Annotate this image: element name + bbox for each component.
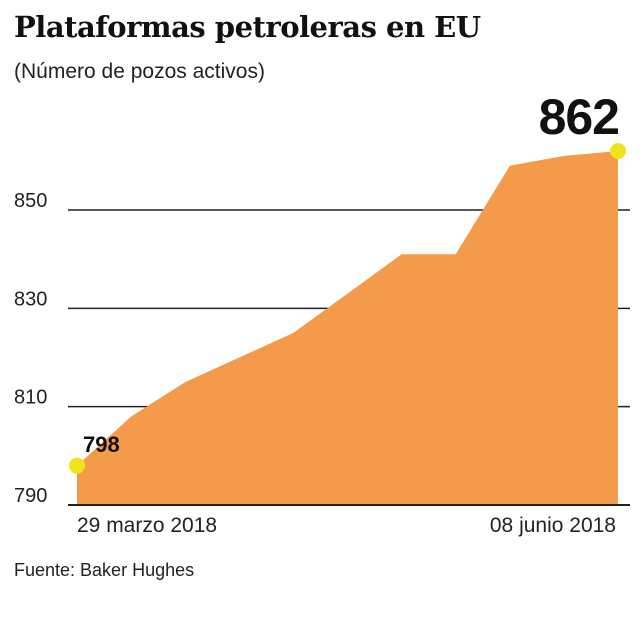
chart-subtitle: (Número de pozos activos)	[14, 60, 265, 83]
y-tick-label: 810	[14, 387, 47, 409]
source-note: Fuente: Baker Hughes	[14, 560, 195, 580]
start-value-label: 798	[83, 432, 120, 457]
area-series	[77, 151, 618, 505]
end-value-label: 862	[539, 89, 619, 145]
chart-title: Plataformas petroleras en EU	[14, 10, 481, 44]
x-end-label: 08 junio 2018	[490, 514, 616, 537]
y-tick-label: 830	[14, 288, 47, 310]
data-point-marker	[610, 143, 626, 159]
y-axis-ticks: 790 810 830 850	[14, 190, 47, 507]
y-tick-label: 850	[14, 190, 47, 212]
x-start-label: 29 marzo 2018	[77, 514, 217, 537]
data-point-marker	[69, 457, 85, 474]
y-tick-label: 790	[14, 485, 47, 507]
x-axis-labels: 29 marzo 2018 08 junio 2018	[77, 514, 616, 537]
endpoint-markers: 798 862	[69, 89, 626, 474]
